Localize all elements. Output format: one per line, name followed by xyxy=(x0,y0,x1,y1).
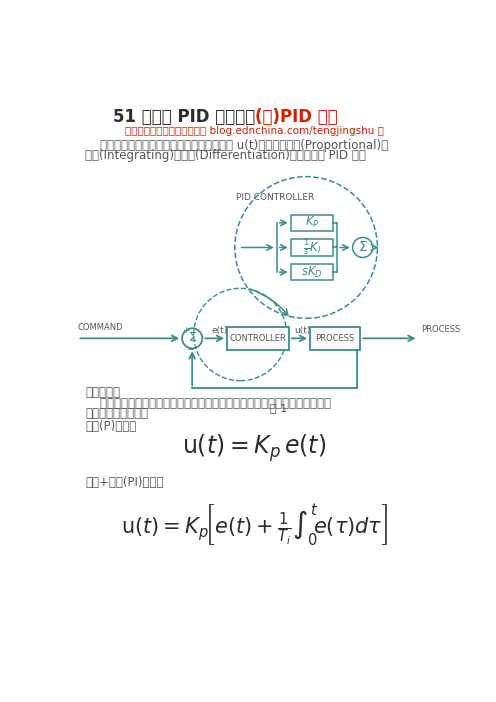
Text: 在实际应用中，可以根据受控对象的特性和控制的性能要求，灵活地采用不: 在实际应用中，可以根据受控对象的特性和控制的性能要求，灵活地采用不 xyxy=(85,397,331,409)
Text: 积分(Integrating)、微分(Differentiation)控制，简称 PID 控制: 积分(Integrating)、微分(Differentiation)控制，简称… xyxy=(85,150,366,162)
FancyBboxPatch shape xyxy=(310,327,361,350)
Text: 51 单片机 PID 算法程序: 51 单片机 PID 算法程序 xyxy=(113,107,255,126)
FancyBboxPatch shape xyxy=(291,239,333,256)
Text: 同的控制组合，构成: 同的控制组合，构成 xyxy=(85,406,148,420)
Text: +: + xyxy=(182,326,188,336)
Text: CONTROLLER: CONTROLLER xyxy=(230,334,287,343)
Text: COMMAND: COMMAND xyxy=(77,323,123,332)
Text: PID CONTROLLER: PID CONTROLLER xyxy=(237,193,314,202)
Text: $K_P$: $K_P$ xyxy=(305,216,319,230)
FancyBboxPatch shape xyxy=(227,327,289,350)
FancyBboxPatch shape xyxy=(291,215,333,231)
Text: e(t): e(t) xyxy=(212,326,228,336)
Text: PROCESS: PROCESS xyxy=(315,334,355,343)
Text: 比例、积分、微分的线性组合，构成控制量 u(t)，称为：比例(Proportional)、: 比例、积分、微分的线性组合，构成控制量 u(t)，称为：比例(Proportio… xyxy=(85,139,388,152)
Text: (一)PID 算法: (一)PID 算法 xyxy=(255,107,338,126)
FancyBboxPatch shape xyxy=(291,264,333,280)
Text: $\frac{1}{s}K_I$: $\frac{1}{s}K_I$ xyxy=(303,237,321,258)
Text: 比例+积分(PI)控制器: 比例+积分(PI)控制器 xyxy=(85,476,164,489)
Text: −: − xyxy=(186,345,195,355)
Text: PROCESS: PROCESS xyxy=(421,326,460,334)
Text: $\mathrm{u}(t) = K_{p}\,e(t)$: $\mathrm{u}(t) = K_{p}\,e(t)$ xyxy=(182,432,326,463)
Text: 比例(P)控制器: 比例(P)控制器 xyxy=(85,420,136,432)
Text: 控制器公式: 控制器公式 xyxy=(85,385,120,399)
Text: $\mathrm{u}(t) = K_p\!\left[e(t)+\frac{1}{T_i}\int_0^t\!e(\tau)d\tau\right]$: $\mathrm{u}(t) = K_p\!\left[e(t)+\frac{1… xyxy=(121,502,388,548)
Text: $\Sigma$: $\Sigma$ xyxy=(187,331,197,344)
Text: 图 1: 图 1 xyxy=(270,403,288,413)
Text: u(t): u(t) xyxy=(294,326,310,336)
Text: （原创文章，转载请注明出处 blog.ednchina.com/tengjingshu ）: （原创文章，转载请注明出处 blog.ednchina.com/tengjing… xyxy=(125,126,383,136)
Text: $\Sigma$: $\Sigma$ xyxy=(358,241,368,255)
Text: $sK_D$: $sK_D$ xyxy=(301,265,323,279)
